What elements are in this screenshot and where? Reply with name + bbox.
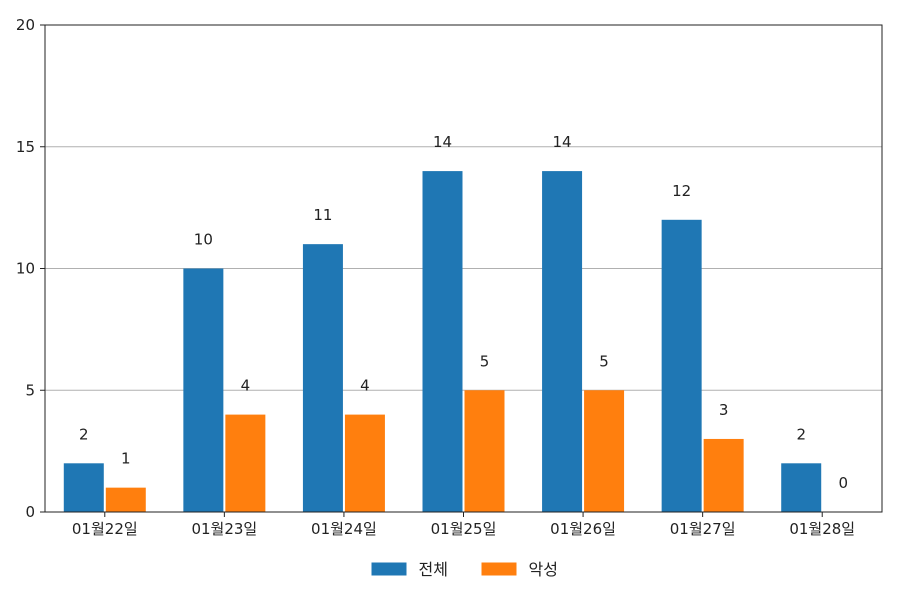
bar-total <box>542 171 583 512</box>
bar-malicious <box>464 390 505 512</box>
legend-swatch <box>481 562 517 576</box>
y-tick-label: 20 <box>16 16 35 34</box>
y-tick-label: 15 <box>16 138 35 156</box>
data-label: 14 <box>433 133 452 151</box>
data-label: 10 <box>194 231 213 249</box>
x-tick-label: 01월22일 <box>72 520 138 538</box>
data-label: 2 <box>796 425 806 443</box>
bar-total <box>422 171 463 512</box>
data-label: 4 <box>360 377 370 395</box>
data-label: 12 <box>672 182 691 200</box>
data-label: 11 <box>313 206 332 224</box>
data-label: 4 <box>241 377 251 395</box>
legend-label: 전체 <box>419 560 448 579</box>
data-label: 2 <box>79 425 89 443</box>
bar-total <box>183 268 224 512</box>
bar-total <box>302 244 343 512</box>
bar-total <box>661 219 702 513</box>
x-tick-label: 01월23일 <box>191 520 257 538</box>
data-label: 5 <box>599 352 609 370</box>
bar-total <box>781 463 822 512</box>
x-tick-label: 01월24일 <box>311 520 377 538</box>
legend-label: 악성 <box>529 560 558 579</box>
bar-malicious <box>225 414 266 512</box>
bar-malicious <box>105 487 146 512</box>
bar-malicious <box>584 390 625 512</box>
data-label: 14 <box>553 133 572 151</box>
data-label: 1 <box>121 450 131 468</box>
data-label: 0 <box>838 474 848 492</box>
x-tick-label: 01월27일 <box>670 520 736 538</box>
bar-malicious <box>703 438 744 512</box>
legend-swatch <box>371 562 407 576</box>
y-tick-label: 5 <box>25 381 35 399</box>
y-tick-label: 0 <box>25 503 35 521</box>
data-label: 3 <box>719 401 729 419</box>
bar-malicious <box>344 414 385 512</box>
y-tick-label: 10 <box>16 260 35 278</box>
x-tick-label: 01월25일 <box>431 520 497 538</box>
bar-total <box>63 463 104 512</box>
data-label: 5 <box>480 352 490 370</box>
x-tick-label: 01월28일 <box>789 520 855 538</box>
x-tick-label: 01월26일 <box>550 520 616 538</box>
